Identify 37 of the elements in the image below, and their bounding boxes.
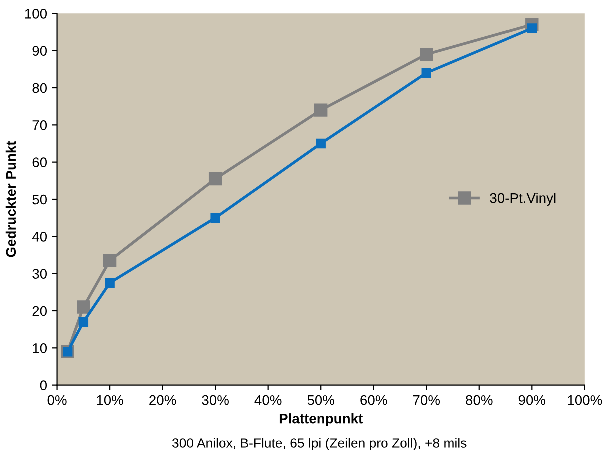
y-tick-label: 20 xyxy=(32,306,48,316)
y-tick-label: 100 xyxy=(25,9,48,19)
x-tick-label: 40% xyxy=(254,395,282,406)
x-tick-label: 30% xyxy=(202,395,229,406)
x-tick-label: 70% xyxy=(413,395,440,406)
point xyxy=(527,24,538,34)
y-axis-title: Gedruckter Punkt xyxy=(6,141,16,258)
point xyxy=(314,104,328,117)
point xyxy=(422,68,432,78)
point xyxy=(208,172,222,186)
y-tick-label: 10 xyxy=(33,343,48,354)
x-tick-label: 60% xyxy=(360,395,388,406)
x-tick-label: 20% xyxy=(150,395,176,406)
x-tick-label: 90% xyxy=(518,395,546,406)
point xyxy=(105,278,115,288)
y-tick-label: 30 xyxy=(32,269,48,279)
y-tick-label: 90 xyxy=(32,46,48,56)
y-tick-label: 0 xyxy=(40,380,48,390)
point xyxy=(210,213,220,223)
x-tick-label: 10% xyxy=(97,395,124,406)
x-tick-label: 50% xyxy=(308,395,335,406)
y-tick-label: 70 xyxy=(32,120,48,130)
y-tick-label: 40 xyxy=(32,232,48,242)
y-tick-label: 60 xyxy=(32,158,48,168)
point xyxy=(78,317,89,328)
x-tick-label: 0% xyxy=(48,395,67,406)
x-axis-title: Plattenpunkt xyxy=(280,414,363,426)
x-tick-label: 100% xyxy=(568,395,602,406)
point xyxy=(103,254,117,268)
point xyxy=(77,300,90,314)
legend-label: 30-Pt.Vinyl xyxy=(490,193,556,206)
x-tick-label: 80% xyxy=(466,395,493,406)
text: 300 Anilox, B-Flute, 65 lpi (Zeilen pro Zoll), +8 mils xyxy=(172,438,467,451)
y-tick-label: 50 xyxy=(32,194,48,205)
point xyxy=(420,48,434,62)
y-tick-label: 80 xyxy=(32,83,48,94)
point xyxy=(316,138,326,149)
